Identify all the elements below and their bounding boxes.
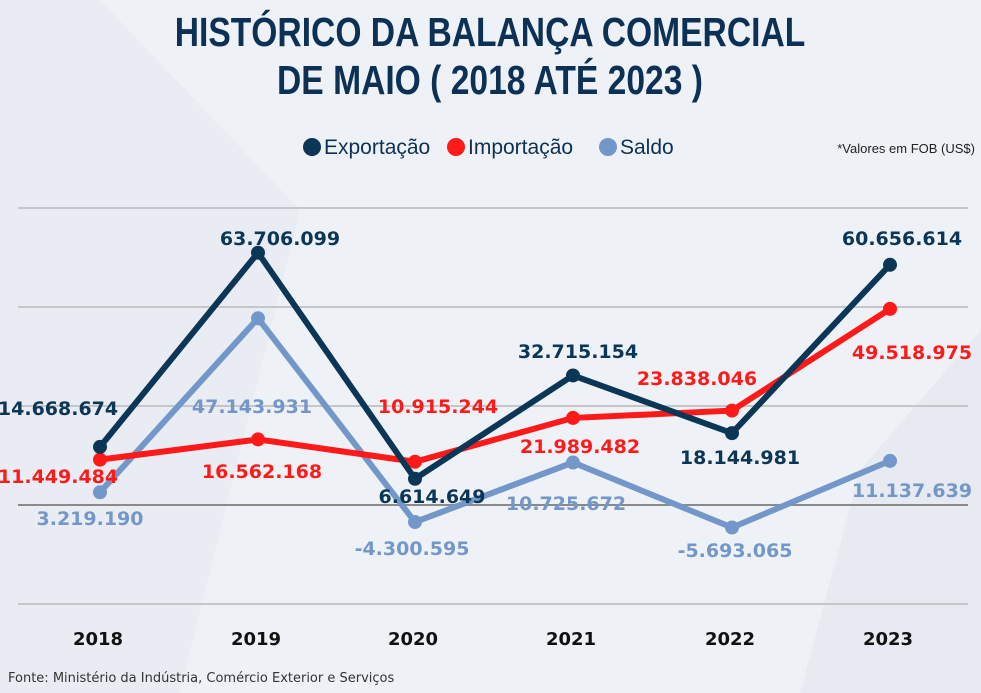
source-footnote: Fonte: Ministério da Indústria, Comércio… bbox=[8, 671, 394, 686]
data-point-exportação bbox=[725, 426, 739, 441]
data-point-importação bbox=[408, 454, 422, 469]
data-label-importação: 21.989.482 bbox=[520, 436, 640, 458]
series-line-exportação bbox=[97, 247, 893, 483]
x-tick-label: 2022 bbox=[705, 629, 755, 650]
legend: Exportação Importação Saldo bbox=[303, 136, 674, 159]
data-point-saldo bbox=[883, 453, 897, 468]
data-point-saldo bbox=[408, 515, 422, 530]
data-point-importação bbox=[883, 301, 897, 316]
data-label-exportação: 60.656.614 bbox=[842, 228, 962, 250]
data-point-saldo bbox=[93, 485, 107, 500]
x-tick-label: 2020 bbox=[388, 629, 438, 650]
legend-marker-exportação bbox=[303, 138, 321, 156]
chart-title-line-2: DE MAIO ( 2018 ATÉ 2023 ) bbox=[277, 57, 703, 103]
data-label-importação: 23.838.046 bbox=[637, 368, 757, 390]
data-point-importação bbox=[251, 432, 265, 447]
x-tick-label: 2018 bbox=[73, 629, 123, 650]
data-point-exportação bbox=[566, 368, 580, 383]
data-point-exportação bbox=[883, 257, 897, 272]
data-label-saldo: 11.137.639 bbox=[852, 480, 972, 502]
data-point-importação bbox=[566, 410, 580, 425]
x-tick-label: 2021 bbox=[546, 629, 596, 650]
x-tick-label: 2023 bbox=[863, 629, 913, 650]
data-label-exportação: 6.614.649 bbox=[379, 486, 486, 508]
data-label-exportação: 18.144.981 bbox=[680, 447, 800, 469]
series-line-importação bbox=[99, 306, 892, 465]
data-label-saldo: 3.219.190 bbox=[37, 508, 144, 530]
data-label-saldo: 47.143.931 bbox=[192, 396, 312, 418]
legend-marker-saldo bbox=[599, 138, 617, 156]
data-point-importação bbox=[93, 452, 107, 467]
data-label-importação: 11.449.484 bbox=[0, 466, 118, 488]
series-lines bbox=[93, 245, 897, 535]
data-label-saldo: -5.693.065 bbox=[678, 540, 793, 562]
data-point-saldo bbox=[725, 520, 739, 535]
data-label-importação: 49.518.975 bbox=[852, 342, 972, 364]
legend-label: Exportação bbox=[324, 136, 430, 159]
data-label-saldo: 10.725.672 bbox=[506, 493, 626, 515]
data-label-importação: 16.562.168 bbox=[202, 461, 322, 483]
gridlines bbox=[18, 207, 968, 605]
currency-note: *Valores em FOB (US$) bbox=[837, 141, 975, 156]
legend-label: Importação bbox=[468, 136, 573, 159]
data-point-saldo bbox=[566, 455, 580, 470]
data-label-exportação: 14.668.674 bbox=[0, 398, 118, 420]
data-label-exportação: 32.715.154 bbox=[518, 341, 638, 363]
data-label-saldo: -4.300.595 bbox=[355, 538, 470, 560]
x-axis-ticks: 2018 2019 2020 2021 2022 2023 bbox=[73, 629, 913, 650]
chart-title-line-1: HISTÓRICO DA BALANÇA COMERCIAL bbox=[175, 9, 806, 55]
data-point-importação bbox=[725, 403, 739, 418]
data-point-exportação bbox=[251, 245, 265, 260]
legend-label: Saldo bbox=[620, 136, 674, 159]
data-label-importação: 10.915.244 bbox=[378, 396, 498, 418]
data-point-exportação bbox=[93, 439, 107, 454]
legend-marker-importação bbox=[447, 138, 465, 156]
bg-decoration-left bbox=[0, 0, 300, 693]
series-line-saldo bbox=[97, 313, 892, 531]
data-point-exportação bbox=[408, 471, 422, 486]
data-labels: 14.668.674 63.706.099 6.614.649 32.715.154 1… bbox=[0, 228, 972, 562]
data-point-saldo bbox=[251, 311, 265, 326]
data-label-exportação: 63.706.099 bbox=[220, 228, 340, 250]
x-tick-label: 2019 bbox=[231, 629, 281, 650]
bg-decoration-right bbox=[800, 330, 981, 693]
